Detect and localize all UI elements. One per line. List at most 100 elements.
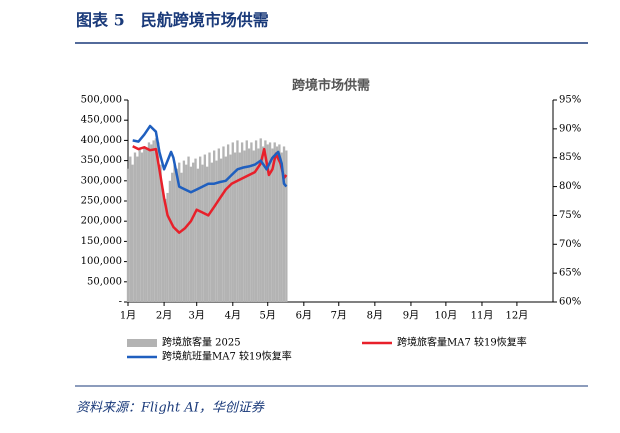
x-tick-label: 12月: [506, 310, 529, 322]
legend-label: 跨境旅客量 2025: [162, 336, 241, 349]
x-tick-label: 2月: [156, 310, 172, 322]
bar: [187, 156, 190, 302]
bar: [261, 146, 265, 302]
bar: [168, 180, 172, 302]
y-tick-label: 100,000: [81, 256, 122, 267]
bar: [266, 144, 269, 302]
bar: [280, 152, 283, 302]
bar: [201, 164, 204, 302]
bar: [140, 152, 144, 302]
bar: [264, 140, 267, 302]
bar: [257, 148, 260, 302]
y2-tick-label: 65%: [559, 268, 581, 279]
bar: [166, 192, 169, 302]
bar: [175, 168, 179, 302]
bar: [189, 166, 193, 302]
x-tick-label: 5月: [260, 310, 276, 322]
bar: [229, 154, 232, 302]
bar: [233, 152, 237, 302]
x-tick-label: 9月: [403, 310, 419, 322]
x-tick-label: 11月: [471, 310, 494, 322]
x-tick-label: 8月: [367, 310, 383, 322]
y2-tick-label: 85%: [559, 152, 581, 163]
x-tick-label: 7月: [331, 310, 347, 322]
legend-swatch: [127, 339, 157, 347]
bar: [219, 158, 223, 302]
bar: [247, 148, 251, 302]
bar: [143, 146, 146, 302]
y-tick-label: 50,000: [87, 276, 122, 287]
bar: [173, 164, 176, 302]
bar: [268, 142, 272, 302]
y2-tick-label: 80%: [559, 181, 581, 192]
bar: [259, 138, 262, 302]
bar: [180, 172, 183, 302]
bar: [152, 140, 155, 302]
y-tick-label: 400,000: [81, 135, 122, 146]
x-tick-label: 1月: [120, 310, 136, 322]
bar: [208, 152, 211, 302]
x-tick-label: 3月: [189, 310, 205, 322]
y-tick-label: 150,000: [81, 236, 122, 247]
bar: [157, 142, 160, 302]
legend-label: 跨境航班量MA7 较19恢复率: [162, 350, 292, 363]
bar: [226, 144, 230, 302]
bar: [129, 156, 132, 302]
source: 资料来源：Flight AI，华创证券: [76, 401, 265, 416]
bar: [206, 166, 209, 302]
bar: [243, 150, 246, 302]
y-tick-label: 350,000: [81, 155, 122, 166]
bar: [138, 148, 141, 302]
bar: [154, 138, 158, 302]
bar: [240, 142, 244, 302]
bar: [145, 148, 148, 302]
y-tick-label: 450,000: [81, 115, 122, 126]
bar: [194, 158, 197, 302]
y-tick-label: -: [119, 297, 122, 308]
x-tick-label: 6月: [296, 310, 312, 322]
x-tick-label: 4月: [225, 310, 241, 322]
chart-title: 跨境市场供需: [292, 78, 370, 94]
y2-tick-label: 95%: [559, 95, 581, 106]
y2-tick-label: 90%: [559, 123, 581, 134]
y2-tick-label: 60%: [559, 297, 581, 308]
bar: [224, 156, 227, 302]
bar: [215, 160, 218, 302]
bar: [159, 164, 162, 302]
x-tick-label: 10月: [435, 310, 458, 322]
bar: [196, 168, 200, 302]
bar: [273, 142, 276, 302]
bar: [131, 164, 134, 302]
bar: [147, 142, 151, 302]
bar: [133, 152, 137, 302]
bar: [245, 140, 248, 302]
bar: [271, 148, 274, 302]
y-tick-label: 300,000: [81, 175, 122, 186]
bar: [254, 140, 258, 302]
bar: [238, 152, 241, 302]
y-tick-label: 250,000: [81, 196, 122, 207]
bar: [171, 172, 174, 302]
line: [132, 124, 288, 194]
y-tick-label: 500,000: [81, 95, 122, 106]
bar: [182, 160, 186, 302]
bar: [222, 146, 225, 302]
bar: [210, 162, 213, 302]
bar: [213, 150, 216, 302]
header-title: 图表 5 民航跨境市场供需: [76, 11, 269, 30]
bar: [150, 144, 153, 302]
bar: [278, 144, 281, 302]
bar: [192, 162, 195, 302]
bar: [217, 148, 220, 302]
bar: [126, 168, 130, 302]
legend-label: 跨境旅客量MA7 较19恢复率: [397, 336, 527, 349]
bar: [275, 146, 279, 302]
bar: [185, 164, 188, 302]
bar: [252, 150, 255, 302]
bar: [282, 146, 286, 302]
y-tick-label: 200,000: [81, 216, 122, 227]
bar: [203, 154, 207, 302]
bar: [136, 156, 139, 302]
bar: [231, 142, 234, 302]
